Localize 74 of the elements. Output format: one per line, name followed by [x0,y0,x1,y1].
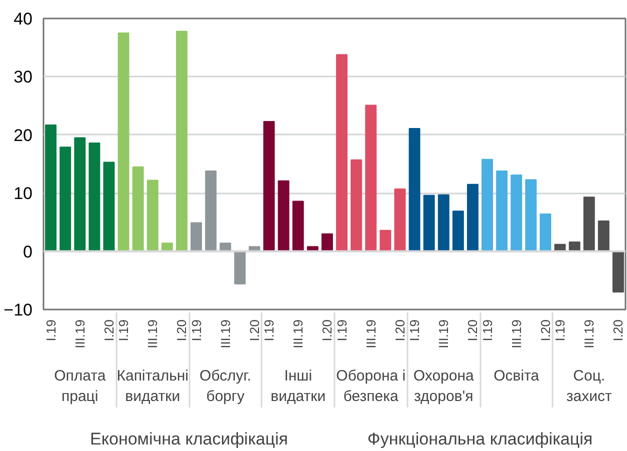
bar [583,196,595,252]
bar [350,159,362,252]
y-tick-label: 20 [14,126,33,145]
text: Освіта [494,368,540,384]
bar [540,214,552,252]
bar [408,128,420,252]
x-tick-label: I.19 [552,319,568,342]
bar [612,250,624,293]
x-tick-label: I.19 [407,319,422,342]
bar [394,188,406,252]
y-tick-label: 40 [14,10,33,28]
x-tick-label: III.19 [363,319,378,348]
bar [292,200,304,252]
bar [176,30,188,252]
x-tick-label: I.20 [320,319,335,342]
bar [146,180,158,252]
bar [60,146,72,252]
text: Оплата праці [54,368,106,405]
x-tick-label: I.20 [465,319,480,342]
bar [466,184,478,252]
x-tick-label: I.20 [101,319,116,342]
bar [525,179,537,252]
y-tick-label: 30 [14,68,33,87]
bar [365,104,377,252]
bar [88,142,100,252]
bar [438,194,450,252]
bar [45,124,57,252]
bar [598,220,610,252]
bar [510,174,522,252]
y-tick-label: 0 [23,242,33,262]
bar [263,121,275,252]
bar [132,166,144,252]
x-tick-label: I.19 [262,319,277,342]
x-tick-label: III.19 [436,319,452,348]
x-tick-label: I.20 [392,319,408,342]
x-tick-label: III.19 [290,319,306,348]
x-tick-label: I.19 [43,319,58,342]
x-tick-label: III.19 [508,319,524,348]
x-tick-label: I.19 [116,319,132,342]
x-tick-label: III.19 [145,319,160,348]
bar [205,170,217,252]
x-tick-label: III.19 [72,319,88,348]
text: Обслуг. боргу [200,368,252,405]
bar [423,194,435,252]
x-tick-label: III.19 [218,319,233,348]
text: Функціональна класифікація [367,430,593,448]
x-tick-label: I.19 [334,319,350,342]
x-tick-label: I.20 [246,319,262,342]
bar [190,222,202,252]
bar [118,32,130,252]
x-tick-label: I.19 [188,319,204,342]
y-tick-label: 10 [14,184,33,204]
bar [321,233,333,252]
text: Охорона здоров'я [413,368,475,405]
x-tick-label: I.19 [480,319,495,342]
text: Соц. захист [566,368,612,405]
bar [74,137,86,252]
x-tick-label: III.19 [582,319,597,348]
x-tick-label: I.20 [610,319,626,342]
bar [452,210,464,252]
bar [496,170,508,252]
x-tick-label: I.20 [174,319,190,342]
y-tick-label: −10 [4,300,33,320]
x-tick-label: I.20 [538,319,553,342]
text: Інші видатки [270,368,326,405]
text: Капітальні видатки [116,368,189,405]
bar [103,162,115,252]
bar [234,250,246,284]
bar [380,230,392,252]
text: Оборона і безпека [336,368,406,405]
bar [482,158,494,252]
bar [278,180,290,252]
bar [336,54,348,252]
text: Економічна класифікація [90,430,288,448]
